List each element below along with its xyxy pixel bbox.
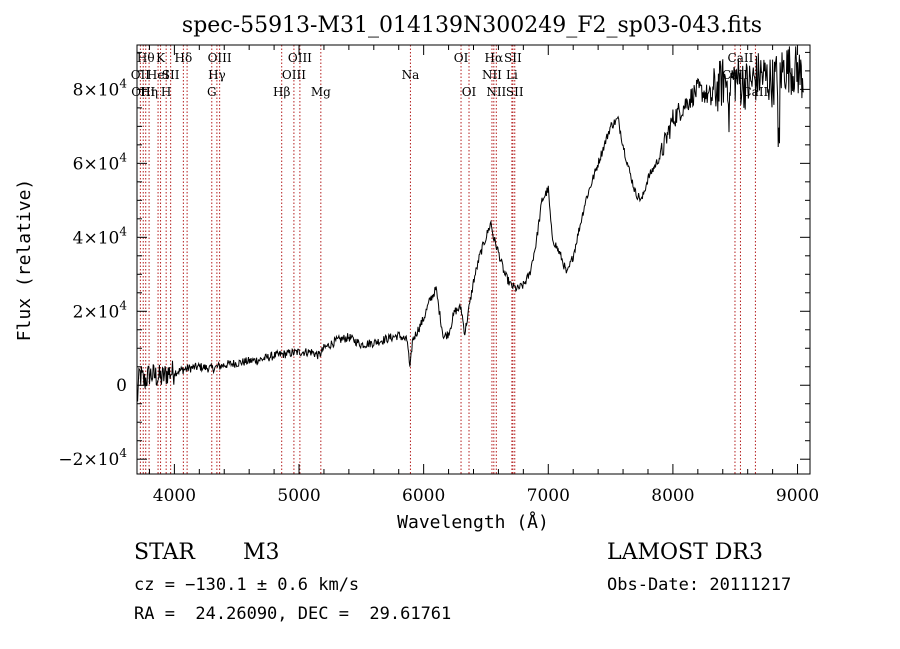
line-label: Na (402, 68, 420, 82)
line-label: OIII (208, 51, 232, 65)
y-axis-ticks: −2×104 0 2×104 4×104 6×104 8×104 (58, 51, 810, 470)
line-label: OI (462, 85, 477, 99)
line-label: Hγ (208, 68, 226, 82)
line-label: SII (504, 51, 522, 65)
line-label: SII (162, 68, 180, 82)
obs-date: Obs-Date: 20111217 (607, 575, 791, 595)
object-subclass: M3 (243, 540, 280, 565)
survey-label: LAMOST DR3 (607, 540, 763, 565)
line-label: G (207, 85, 217, 99)
y-tick-label: 8×104 (73, 76, 128, 100)
coordinates-readout: RA = 24.26090, DEC = 29.61761 (134, 604, 451, 624)
y-tick-label: 2×104 (73, 298, 128, 322)
line-label: OIII (288, 51, 312, 65)
line-label: Hβ (273, 85, 290, 99)
object-class: STAR (134, 540, 196, 565)
line-label: K (156, 51, 166, 65)
emission-line-markers (139, 45, 756, 474)
velocity-readout: cz = −130.1 ± 0.6 km/s (134, 575, 359, 595)
emission-line-labels: OIIOIIIHθHηHeIKHSIIHδGHγOIIIHβOIIIOIIIMg… (131, 51, 769, 99)
line-label: HeI (147, 68, 170, 82)
plot-frame (136, 44, 811, 475)
y-tick-label: 6×104 (73, 150, 128, 174)
line-label: OII (131, 68, 151, 82)
line-label: SII (506, 85, 524, 99)
line-label: CaII (728, 51, 754, 65)
spectrum-line (136, 46, 804, 402)
x-tick-label: 7000 (527, 486, 570, 506)
y-axis-label: Flux (relative) (14, 179, 35, 342)
x-axis-ticks: 4000 5000 6000 7000 8000 9000 (148, 45, 819, 506)
line-label: Hδ (175, 51, 193, 65)
line-label: OIII (282, 68, 306, 82)
line-label: OI (454, 51, 469, 65)
line-label: Li (506, 68, 518, 82)
chart-title: spec-55913-M31_014139N300249_F2_sp03-043… (182, 13, 762, 38)
x-axis-label: Wavelength (Å) (397, 511, 549, 533)
x-tick-label: 5000 (277, 486, 320, 506)
line-label: NII (486, 85, 506, 99)
line-label: H (161, 85, 171, 99)
x-tick-label: 6000 (402, 486, 445, 506)
x-tick-label: 9000 (776, 486, 819, 506)
line-label: Hθ (137, 51, 155, 65)
line-label: Mg (311, 85, 331, 99)
x-tick-label: 8000 (651, 486, 694, 506)
line-label: Hη (140, 85, 158, 99)
line-label: NII (482, 68, 502, 82)
y-tick-label: 4×104 (73, 224, 128, 248)
y-tick-label: −2×104 (58, 446, 127, 470)
y-tick-label: 0 (116, 376, 127, 396)
line-label: Hα (485, 51, 504, 65)
x-tick-label: 4000 (153, 486, 196, 506)
